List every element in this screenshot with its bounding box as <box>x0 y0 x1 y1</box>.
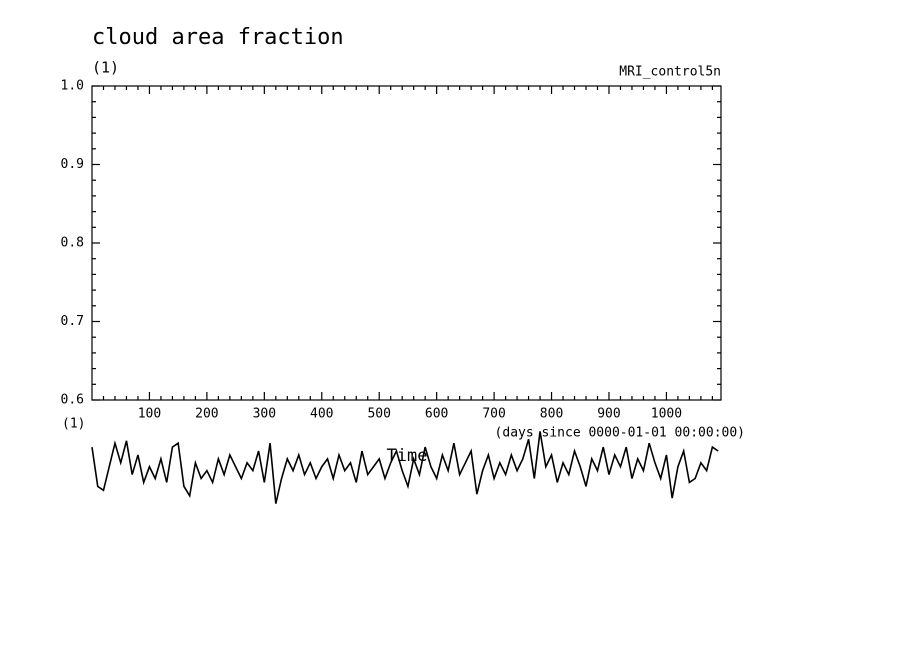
data-line <box>91 431 719 504</box>
x-tick-label: 300 <box>253 407 276 422</box>
x-unit: (days since 0000-01-01 00:00:00) <box>495 426 745 441</box>
y-tick-label: 0.8 <box>61 236 84 251</box>
x-tick-label: 1000 <box>651 407 682 422</box>
x-tick-label: 100 <box>138 407 161 422</box>
dataset-label: MRI_control5n <box>619 65 721 80</box>
x-tick-label: 700 <box>482 407 505 422</box>
chart-title: cloud area fraction <box>92 25 344 50</box>
y-tick-label: 0.7 <box>61 314 84 329</box>
x-tick-label: 800 <box>540 407 563 422</box>
x-tick-label: 600 <box>425 407 448 422</box>
y-tick-label: 0.9 <box>61 157 84 172</box>
x-tick-label: 400 <box>310 407 333 422</box>
x-unit-left: (1) <box>62 417 85 432</box>
x-tick-label: 500 <box>367 407 390 422</box>
x-tick-label: 200 <box>195 407 218 422</box>
y-tick-label: 0.6 <box>61 393 84 408</box>
y-unit: (1) <box>92 59 119 77</box>
x-tick-label: 900 <box>597 407 620 422</box>
y-tick-label: 1.0 <box>61 79 84 94</box>
